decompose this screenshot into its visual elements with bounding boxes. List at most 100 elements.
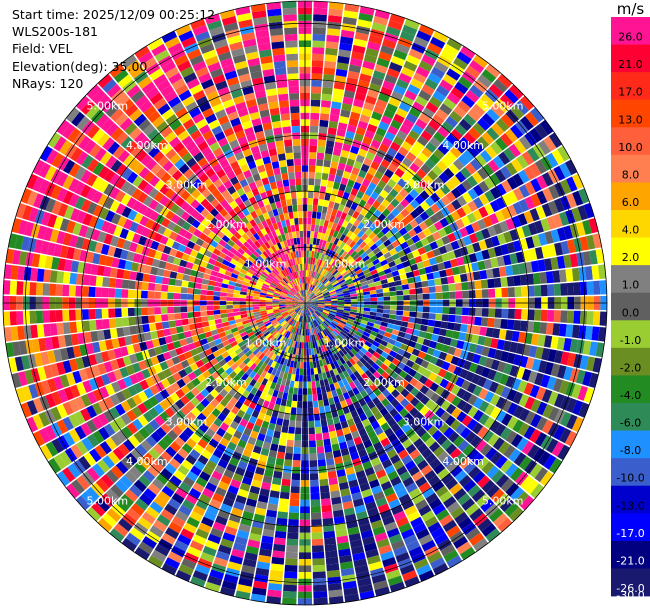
- gate-cell: [490, 359, 500, 371]
- gate-cell: [420, 130, 433, 142]
- gate-cell: [311, 211, 317, 219]
- gate-cell: [354, 504, 366, 514]
- gate-cell: [269, 284, 277, 289]
- gate-cell: [182, 476, 195, 488]
- gate-cell: [181, 253, 190, 262]
- gate-cell: [480, 93, 495, 108]
- gate-cell: [237, 369, 246, 378]
- gate-cell: [193, 368, 202, 378]
- gate-cell: [311, 387, 317, 395]
- gate-cell: [240, 255, 248, 262]
- gate-cell: [541, 389, 553, 403]
- gate-cell: [375, 99, 388, 109]
- gate-cell: [224, 255, 233, 263]
- gate-cell: [318, 359, 324, 367]
- gate-cell: [332, 94, 343, 103]
- gate-cell: [390, 454, 401, 465]
- gate-cell: [471, 221, 481, 233]
- gate-cell: [39, 195, 50, 211]
- gate-cell: [311, 303, 319, 305]
- gate-cell: [266, 293, 274, 297]
- gate-cell: [432, 563, 449, 576]
- gate-cell: [380, 159, 391, 169]
- gate-cell: [394, 280, 402, 286]
- gate-cell: [415, 287, 423, 294]
- gate-cell: [271, 269, 278, 276]
- gate-cell: [329, 369, 335, 378]
- gate-cell: [530, 399, 542, 413]
- gate-cell: [76, 273, 84, 285]
- gate-cell: [158, 337, 167, 346]
- gate-cell: [187, 312, 195, 319]
- gate-cell: [308, 250, 312, 258]
- gate-cell: [98, 165, 110, 179]
- gate-cell: [538, 140, 551, 155]
- gate-cell: [354, 564, 369, 574]
- gate-cell: [412, 329, 420, 337]
- gate-cell: [420, 431, 432, 443]
- gate-cell: [351, 545, 365, 555]
- gate-cell: [305, 303, 310, 308]
- gate-cell: [459, 474, 472, 488]
- gate-cell: [80, 184, 92, 198]
- ray: [147, 303, 305, 568]
- gate-cell: [293, 306, 300, 310]
- gate-cell: [353, 436, 363, 446]
- gate-cell: [242, 319, 250, 325]
- gate-cell: [105, 469, 119, 484]
- gate-cell: [5, 342, 15, 358]
- gate-cell: [288, 309, 295, 315]
- gate-cell: [355, 343, 363, 350]
- gate-cell: [259, 306, 266, 309]
- gate-cell: [143, 265, 152, 274]
- gate-cell: [285, 301, 292, 303]
- gate-cell: [472, 353, 482, 364]
- gate-cell: [552, 378, 563, 393]
- gate-cell: [135, 149, 148, 162]
- gate-cell: [396, 295, 404, 301]
- gate-cell: [209, 275, 217, 282]
- gate-cell: [368, 286, 376, 291]
- gate-cell: [143, 171, 155, 183]
- gate-cell: [308, 322, 312, 329]
- gate-cell: [306, 322, 309, 330]
- gate-cell: [340, 488, 351, 497]
- gate-cell: [294, 433, 302, 441]
- gate-cell: [458, 332, 467, 341]
- gate-cell: [237, 247, 245, 255]
- gate-cell: [177, 353, 187, 362]
- gate-cell: [370, 254, 378, 262]
- gate-cell: [453, 323, 462, 332]
- gate-cell: [277, 411, 285, 420]
- gate-cell: [293, 295, 300, 300]
- gate-cell: [47, 132, 62, 148]
- gate-cell: [325, 146, 334, 155]
- gate-cell: [128, 280, 136, 290]
- gate-cell: [490, 488, 505, 503]
- gate-cell: [336, 232, 343, 240]
- gate-cell: [316, 273, 321, 280]
- gate-cell: [129, 221, 139, 233]
- gate-cell: [339, 42, 353, 52]
- gate-cell: [481, 289, 489, 298]
- gate-cell: [415, 391, 425, 401]
- gate-cell: [188, 275, 197, 283]
- gate-cell: [487, 225, 497, 237]
- gate-cell: [319, 485, 330, 493]
- gate-cell: [276, 451, 285, 460]
- gate-cell: [425, 388, 435, 399]
- gate-cell: [289, 326, 294, 333]
- gate-cell: [281, 364, 287, 373]
- gate-cell: [317, 205, 323, 213]
- gate-cell: [505, 265, 514, 276]
- gate-cell: [150, 431, 162, 443]
- gate-cell: [300, 298, 305, 303]
- gate-cell: [410, 397, 420, 407]
- gate-cell: [193, 311, 201, 318]
- gate-cell: [238, 361, 247, 370]
- gate-cell: [83, 139, 97, 154]
- gate-cell: [329, 311, 336, 316]
- gate-cell: [319, 323, 325, 330]
- gate-cell: [161, 563, 178, 576]
- gate-cell: [385, 327, 394, 334]
